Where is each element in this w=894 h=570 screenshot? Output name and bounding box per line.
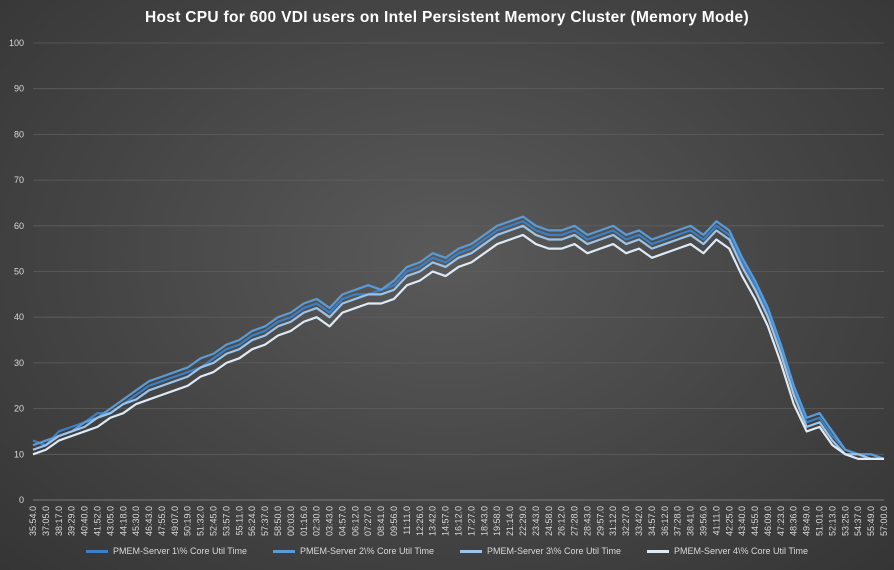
y-tick-label: 70: [14, 175, 24, 185]
x-tick-label: 51:01.0: [815, 506, 825, 536]
x-tick-label: 43:40.0: [737, 506, 747, 536]
x-tick-label: 44:55.0: [750, 506, 760, 536]
x-tick-label: 31:12.0: [608, 506, 618, 536]
x-tick-label: 04:57.0: [337, 506, 347, 536]
y-tick-label: 60: [14, 221, 24, 231]
y-tick-label: 20: [14, 404, 24, 414]
x-tick-label: 44:18.0: [118, 506, 128, 536]
x-tick-label: 57:37.0: [260, 506, 270, 536]
x-tick-label: 28:43.0: [582, 506, 592, 536]
chart-legend: PMEM-Server 1\% Core Util Time PMEM-Serve…: [0, 546, 894, 556]
x-tick-label: 40:40.0: [80, 506, 90, 536]
y-tick-label: 50: [14, 267, 24, 277]
series-line-4: [32, 233, 884, 460]
x-tick-label: 47:23.0: [776, 506, 786, 536]
x-tick-label: 12:26.0: [415, 506, 425, 536]
y-tick-label: 30: [14, 358, 24, 368]
x-tick-label: 39:29.0: [67, 506, 77, 536]
x-tick-label: 17:27.0: [466, 506, 476, 536]
x-tick-label: 51:32.0: [196, 506, 206, 536]
x-tick-label: 36:12.0: [660, 506, 670, 536]
x-tick-label: 53:25.0: [840, 506, 850, 536]
x-tick-label: 50:19.0: [183, 506, 193, 536]
x-tick-label: 41:52.0: [92, 506, 102, 536]
legend-swatch: [460, 549, 482, 553]
legend-swatch: [85, 549, 108, 553]
x-tick-label: 55:11.0: [234, 506, 244, 535]
x-tick-label: 38:41.0: [686, 506, 696, 536]
legend-label: PMEM-Server 3\% Core Util Time: [487, 546, 622, 556]
x-tick-label: 57:00.0: [879, 506, 889, 536]
y-tick-label: 40: [14, 312, 24, 322]
y-tick-label: 10: [14, 449, 24, 459]
x-tick-label: 24:58.0: [544, 506, 554, 536]
x-tick-label: 23:43.0: [531, 506, 541, 536]
x-tick-label: 54:37.0: [853, 506, 863, 536]
x-tick-label: 21:14.0: [505, 506, 515, 536]
x-tick-label: 18:43.0: [479, 506, 489, 536]
x-tick-label: 42:25.0: [724, 506, 734, 536]
series-line-1: [32, 220, 885, 460]
x-tick-label: 22:29.0: [518, 506, 528, 536]
chart-title: Host CPU for 600 VDI users on Intel Pers…: [145, 9, 749, 26]
x-tick-label: 08:41.0: [376, 506, 386, 536]
x-tick-label: 58:50.0: [273, 506, 283, 536]
series-line-2: [32, 215, 885, 460]
legend-swatch: [647, 549, 670, 553]
x-tick-label: 39:56.0: [698, 506, 708, 536]
x-tick-label: 55:49.0: [866, 506, 876, 536]
legend-swatch: [272, 549, 295, 553]
series-line-3: [32, 224, 884, 460]
legend-label: PMEM-Server 1\% Core Util Time: [112, 546, 247, 556]
x-tick-label: 07:27.0: [363, 506, 373, 536]
legend-item-2: PMEM-Server 2\% Core Util Time: [272, 546, 434, 556]
legend-label: PMEM-Server 2\% Core Util Time: [299, 546, 434, 556]
x-tick-label: 33:42.0: [634, 506, 644, 536]
x-tick-label: 37:28.0: [673, 506, 683, 536]
y-tick-label: 100: [9, 38, 24, 48]
x-tick-label: 34:57.0: [647, 506, 657, 536]
x-tick-label: 11:11.0: [402, 506, 412, 535]
x-tick-label: 13:42.0: [428, 506, 438, 536]
x-tick-label: 49:49.0: [802, 506, 812, 536]
x-tick-label: 46:43.0: [144, 506, 154, 536]
x-tick-label: 45:30.0: [131, 506, 141, 536]
x-tick-label: 37:05.0: [41, 506, 51, 536]
x-tick-label: 46:09.0: [763, 506, 773, 536]
x-tick-label: 52:13.0: [827, 506, 837, 536]
y-tick-label: 90: [14, 84, 24, 94]
x-tick-label: 14:57.0: [441, 506, 451, 536]
x-tick-label: 49:07.0: [170, 506, 180, 536]
x-tick-label: 56:24.0: [247, 506, 257, 536]
legend-item-3: PMEM-Server 3\% Core Util Time: [460, 546, 621, 556]
x-tick-label: 02:30.0: [312, 506, 322, 536]
x-tick-label: 00:03.0: [286, 506, 296, 536]
x-tick-label: 38:17.0: [54, 506, 64, 536]
x-tick-label: 26:12.0: [557, 506, 567, 536]
x-tick-label: 09:56.0: [389, 506, 399, 536]
x-tick-label: 19:58.0: [492, 506, 502, 536]
x-tick-label: 47:55.0: [157, 506, 167, 536]
legend-item-4: PMEM-Server 4\% Core Util Time: [647, 546, 808, 556]
x-tick-label: 32:27.0: [621, 506, 631, 536]
y-tick-label: 80: [14, 129, 24, 139]
legend-item-1: PMEM-Server 1\% Core Util Time: [85, 546, 247, 556]
x-tick-label: 01:16.0: [299, 506, 309, 536]
x-tick-label: 53:57.0: [221, 506, 231, 536]
x-tick-label: 43:05.0: [105, 506, 115, 536]
x-tick-label: 03:43.0: [325, 506, 335, 536]
x-tick-label: 35:54.0: [28, 506, 38, 536]
y-tick-label: 0: [19, 495, 24, 505]
x-tick-label: 06:12.0: [350, 506, 360, 536]
x-tick-label: 52:45.0: [209, 506, 219, 536]
x-tick-label: 48:36.0: [789, 506, 799, 536]
x-tick-label: 29:57.0: [595, 506, 605, 536]
x-tick-label: 16:12.0: [454, 506, 464, 536]
legend-label: PMEM-Server 4\% Core Util Time: [674, 546, 809, 556]
x-tick-label: 27:28.0: [570, 506, 580, 536]
x-tick-label: 41:11.0: [711, 506, 721, 535]
